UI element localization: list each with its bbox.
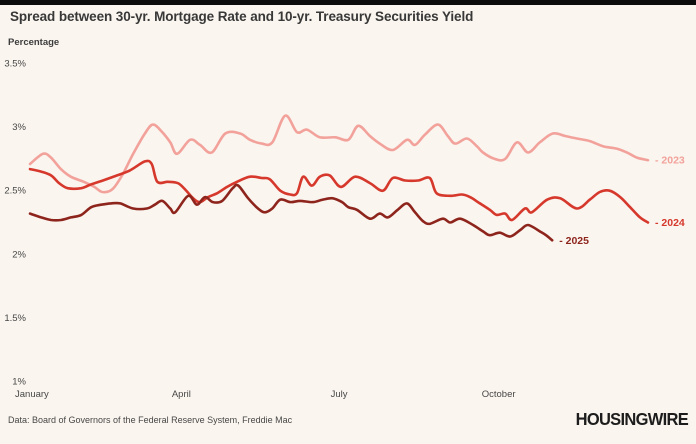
x-axis-month-label: January [15,389,49,400]
x-axis-month-label: April [172,389,191,400]
series-line-2023 [28,114,650,194]
series-line-2024 [28,159,650,224]
y-axis-tick-label: 1.5% [4,313,26,324]
x-axis-month-label: October [482,389,516,400]
y-axis-tick-label: 2.5% [4,186,26,197]
data-source-credit: Data: Board of Governors of the Federal … [8,415,293,425]
y-axis-unit-label: Percentage [8,37,60,48]
series-label-2024: - 2024 [655,217,685,229]
y-axis-tick-label: 1% [12,377,26,388]
top-border [0,0,696,5]
series-label-2023: - 2023 [655,155,685,167]
housingwire-logo: HOUSINGWIRE [575,410,689,430]
y-axis-tick-label: 3.5% [4,59,26,70]
series-line-2025 [28,183,554,242]
series-label-2025: - 2025 [559,235,589,247]
page-title: Spread between 30-yr. Mortgage Rate and … [10,9,474,24]
x-axis-month-label: July [331,389,348,400]
y-axis-tick-label: 2% [12,249,26,260]
y-axis-tick-label: 3% [12,122,26,133]
